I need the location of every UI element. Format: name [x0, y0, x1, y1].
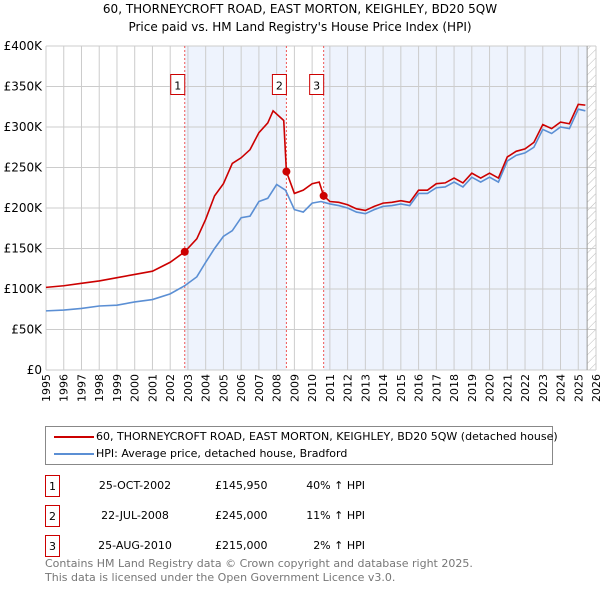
x-tick-label: 2022 — [519, 374, 532, 402]
footer-copyright: Contains HM Land Registry data © Crown c… — [45, 557, 473, 570]
x-tick-label: 2006 — [235, 374, 248, 402]
footer-licence: This data is licensed under the Open Gov… — [45, 571, 396, 584]
x-tick-label: 2001 — [146, 374, 159, 402]
transaction-number: 1 — [45, 475, 60, 497]
legend-swatch-property — [54, 436, 94, 438]
x-tick-label: 2010 — [306, 374, 319, 402]
legend-item-hpi: HPI: Average price, detached house, Brad… — [54, 446, 348, 462]
sale-label-box — [271, 74, 287, 95]
sale-label-box — [170, 74, 186, 95]
x-tick-label: 1995 — [40, 374, 53, 402]
y-tick-label: £400K — [4, 39, 44, 53]
sale-label: 3 — [313, 80, 320, 93]
series-line-hpi — [45, 108, 586, 312]
x-tick-label: 2014 — [377, 374, 390, 402]
legend-swatch-hpi — [54, 453, 94, 455]
x-tick-label: 2015 — [395, 374, 408, 402]
transaction-price: £245,000 — [215, 509, 268, 522]
sale-label: 1 — [174, 80, 181, 93]
x-tick-label: 1999 — [111, 374, 124, 402]
transaction-number: 3 — [45, 535, 60, 557]
series-line-property — [45, 103, 586, 289]
x-tick-label: 2021 — [501, 374, 514, 402]
transaction-hpi-diff: 11% ↑ HPI — [306, 509, 365, 522]
y-tick-label: £250K — [4, 161, 44, 175]
x-tick-label: 2013 — [359, 374, 372, 402]
x-tick-label: 2003 — [182, 374, 195, 402]
y-tick-label: £200K — [4, 201, 44, 215]
y-tick-label: £150K — [4, 242, 44, 256]
x-tick-label: 2019 — [466, 374, 479, 402]
transaction-hpi-diff: 40% ↑ HPI — [306, 479, 365, 492]
x-tick-label: 2026 — [590, 374, 600, 402]
chart-subtitle: Price paid vs. HM Land Registry's House … — [128, 20, 472, 34]
y-tick-label: £300K — [4, 120, 44, 134]
sale-point — [319, 191, 328, 200]
x-tick-label: 2002 — [164, 374, 177, 402]
x-tick-label: 2020 — [484, 374, 497, 402]
transaction-number: 2 — [45, 505, 60, 527]
y-tick-label: £0 — [27, 363, 42, 377]
transaction-date: 25-AUG-2010 — [98, 539, 172, 552]
x-tick-label: 1996 — [58, 374, 71, 402]
y-tick-label: £50K — [11, 323, 43, 337]
transaction-price: £145,950 — [215, 479, 268, 492]
x-tick-label: 2025 — [572, 374, 585, 402]
transaction-price: £215,000 — [215, 539, 268, 552]
x-tick-label: 2012 — [342, 374, 355, 402]
transaction-hpi-diff: 2% ↑ HPI — [313, 539, 365, 552]
sale-label-box — [309, 74, 325, 95]
x-tick-label: 1998 — [93, 374, 106, 402]
transaction-date: 22-JUL-2008 — [101, 509, 169, 522]
sale-point — [180, 247, 189, 256]
x-tick-label: 1997 — [75, 374, 88, 402]
legend-item-property: 60, THORNEYCROFT ROAD, EAST MORTON, KEIG… — [54, 429, 558, 445]
x-tick-label: 2024 — [555, 374, 568, 402]
x-tick-label: 2023 — [537, 374, 550, 402]
x-tick-label: 2018 — [448, 374, 461, 402]
x-tick-label: 2016 — [413, 374, 426, 402]
y-tick-label: £350K — [4, 80, 44, 94]
x-tick-label: 2000 — [129, 374, 142, 402]
x-tick-label: 2009 — [288, 374, 301, 402]
legend: 60, THORNEYCROFT ROAD, EAST MORTON, KEIG… — [45, 426, 558, 465]
x-tick-label: 2008 — [271, 374, 284, 402]
sale-label: 2 — [276, 80, 283, 93]
x-tick-label: 2017 — [430, 374, 443, 402]
price-chart: 1995 1996 1997 1998 1999 2000 2001 2002 2003 2004… — [4, 39, 600, 402]
x-tick-label: 2005 — [217, 374, 230, 402]
sale-point — [282, 167, 291, 176]
legend-label: 60, THORNEYCROFT ROAD, EAST MORTON, KEIG… — [96, 430, 558, 443]
x-tick-label: 2004 — [200, 374, 213, 402]
x-tick-label: 2011 — [324, 374, 337, 402]
transaction-date: 25-OCT-2002 — [98, 479, 172, 492]
x-tick-label: 2007 — [253, 374, 266, 402]
legend-label: HPI: Average price, detached house, Brad… — [96, 447, 348, 460]
chart-title: 60, THORNEYCROFT ROAD, EAST MORTON, KEIG… — [102, 2, 498, 16]
footer: Contains HM Land Registry data © Crown c… — [45, 557, 473, 585]
y-tick-label: £100K — [4, 282, 44, 296]
